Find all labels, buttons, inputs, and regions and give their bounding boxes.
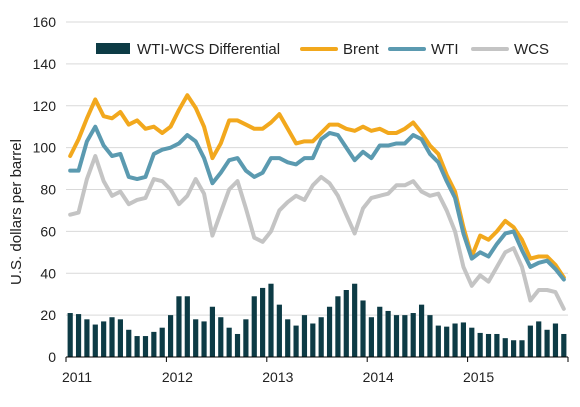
differential-bar — [226, 327, 232, 357]
x-tick-label: 2011 — [62, 369, 92, 385]
differential-bar — [310, 323, 316, 357]
differential-bar — [418, 304, 425, 357]
differential-bar — [469, 327, 475, 357]
differential-bar — [293, 325, 299, 357]
bars-layer — [67, 283, 567, 358]
differential-bar — [410, 313, 416, 357]
differential-bar — [159, 327, 165, 357]
x-tick-label: 2015 — [463, 369, 494, 385]
y-tick-label: 40 — [40, 265, 56, 281]
wcs-line — [68, 154, 566, 311]
differential-bar — [402, 315, 408, 358]
differential-bar — [84, 319, 90, 357]
differential-bar — [444, 326, 450, 357]
differential-bar — [92, 324, 98, 357]
x-tick-label: 2012 — [162, 369, 193, 385]
differential-bar — [360, 300, 366, 357]
legend-label-wcs: WCS — [514, 41, 549, 58]
legend-label-wti: WTI — [431, 41, 459, 58]
differential-bar — [452, 323, 458, 357]
differential-bar — [184, 296, 190, 357]
differential-bar — [209, 306, 216, 357]
differential-bar — [544, 329, 550, 357]
differential-bar — [109, 317, 115, 357]
wti-line — [68, 124, 566, 282]
differential-bar — [561, 333, 567, 357]
differential-bar — [101, 321, 107, 357]
differential-bar — [285, 319, 291, 357]
differential-bar — [218, 317, 224, 357]
y-tick-label: 120 — [33, 98, 57, 114]
differential-bar — [385, 310, 391, 357]
differential-bar — [527, 325, 533, 357]
differential-bar — [494, 333, 500, 357]
y-tick-label: 20 — [40, 307, 56, 323]
differential-bar — [377, 306, 383, 357]
differential-bar — [201, 321, 207, 357]
differential-bar — [260, 287, 266, 357]
brent-line — [68, 93, 566, 280]
legend-swatch-differential — [96, 43, 130, 54]
differential-bar — [343, 290, 349, 357]
differential-bar — [75, 314, 82, 357]
differential-bar — [435, 325, 441, 357]
differential-bar — [502, 338, 508, 357]
differential-bar — [251, 296, 257, 357]
y-tick-label: 100 — [33, 140, 57, 156]
differential-bar — [477, 332, 483, 357]
y-tick-label: 80 — [40, 182, 56, 198]
x-tick-label: 2014 — [363, 369, 394, 385]
y-tick-label: 140 — [33, 56, 57, 72]
lines-layer — [68, 93, 566, 311]
y-axis-title: U.S. dollars per barrel — [8, 139, 25, 285]
y-tick-label: 60 — [40, 223, 56, 239]
differential-bar — [193, 319, 199, 357]
differential-bar — [301, 315, 308, 358]
differential-bar — [368, 317, 374, 357]
differential-bar — [142, 336, 149, 357]
axis-layer: 0 20 40 60 80 100 120 140 160 2011 2012 2013 2014 201… — [33, 14, 569, 385]
differential-bar — [335, 296, 341, 357]
differential-bar — [117, 319, 123, 357]
differential-bar — [167, 315, 174, 358]
differential-bar — [67, 313, 73, 357]
differential-bar — [243, 319, 249, 357]
differential-bar — [134, 336, 140, 357]
legend: WTI-WCS Differential Brent WTI WCS — [96, 41, 549, 58]
differential-bar — [318, 317, 324, 357]
legend-label-brent: Brent — [343, 41, 380, 58]
differential-bar — [427, 315, 433, 358]
differential-bar — [268, 283, 274, 357]
x-tick-label: 2013 — [262, 369, 293, 385]
differential-bar — [536, 321, 542, 357]
y-tick-label: 160 — [33, 14, 57, 30]
differential-bar — [326, 306, 333, 357]
differential-bar — [151, 331, 157, 358]
differential-bar — [519, 340, 525, 357]
differential-bar — [176, 296, 182, 357]
differential-bar — [552, 323, 559, 357]
legend-label-differential: WTI-WCS Differential — [137, 41, 280, 58]
differential-bar — [276, 304, 282, 357]
y-tick-label: 0 — [48, 349, 56, 365]
differential-bar — [126, 329, 132, 357]
differential-bar — [511, 340, 517, 357]
differential-bar — [485, 333, 492, 357]
differential-bar — [393, 315, 400, 358]
differential-bar — [460, 322, 467, 357]
differential-bar — [234, 333, 241, 357]
differential-bar — [352, 283, 358, 357]
